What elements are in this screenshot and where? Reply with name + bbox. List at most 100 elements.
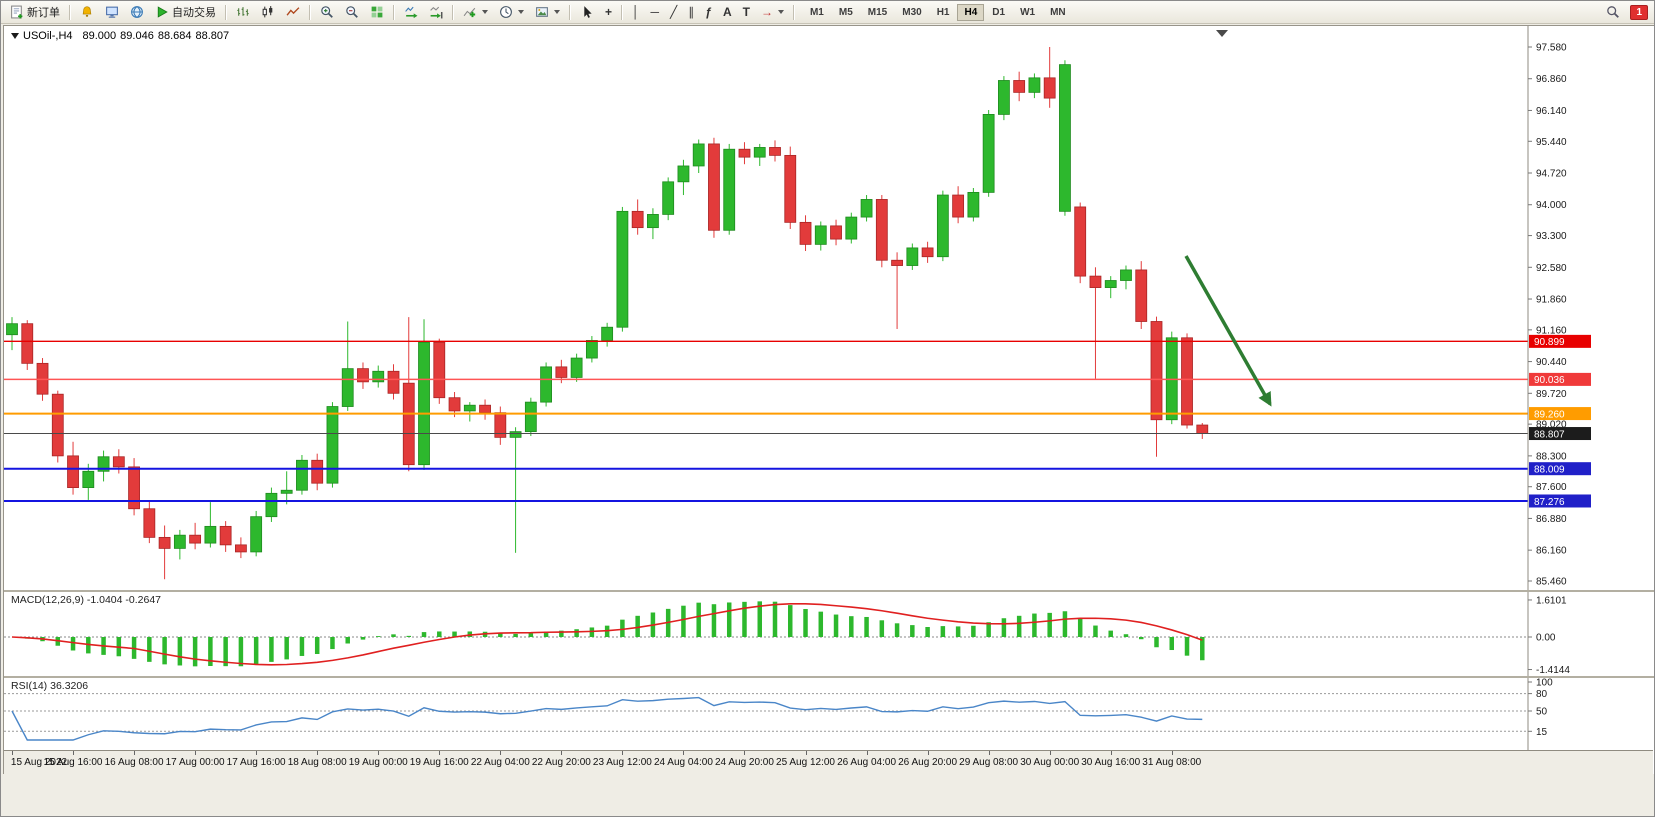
chart-shift-button[interactable] xyxy=(424,3,448,21)
candle-body xyxy=(173,534,186,549)
candle-body xyxy=(158,536,171,549)
notification-badge[interactable]: 1 xyxy=(1630,4,1648,20)
search-button[interactable] xyxy=(1601,3,1625,21)
candle-body xyxy=(662,181,675,215)
candle-body xyxy=(631,210,644,229)
timeframe-button-m1[interactable]: M1 xyxy=(803,4,831,21)
candle-body xyxy=(357,368,369,383)
candle-body xyxy=(845,216,858,240)
time-axis-tick xyxy=(500,751,502,755)
candle-body xyxy=(1135,269,1148,322)
price-chart-panel[interactable]: 97.580 96.860 96.140 95.440 94.720 94.000 93.3… xyxy=(4,26,1653,590)
time-axis-tick xyxy=(1049,751,1051,755)
crosshair-button[interactable]: + xyxy=(600,3,617,21)
trendline-icon: ╱ xyxy=(670,5,678,19)
indicators-button[interactable] xyxy=(458,3,493,21)
new-order-icon xyxy=(11,5,23,19)
timeframe-button-h1[interactable]: H1 xyxy=(930,4,957,21)
status-bar-area xyxy=(1,774,1654,816)
autotrading-button[interactable]: 自动交易 xyxy=(150,3,221,21)
zoom-out-button[interactable] xyxy=(340,3,364,21)
candle-body xyxy=(601,326,614,341)
time-axis-tick xyxy=(439,751,441,755)
templates-button[interactable] xyxy=(530,3,565,21)
line-chart-button[interactable] xyxy=(281,3,305,21)
chart-shift-marker xyxy=(1216,30,1228,37)
time-axis-label: 15 Aug 2022 xyxy=(10,757,68,768)
timeframe-button-d1[interactable]: D1 xyxy=(985,4,1012,21)
price-axis-label: 93.300 xyxy=(1536,231,1567,242)
candle-body xyxy=(372,370,385,383)
candle-body xyxy=(311,459,324,484)
equidistant-channel-button[interactable]: ∥ xyxy=(683,3,699,21)
price-axis-label: 97.580 xyxy=(1536,43,1567,54)
zoom-in-button[interactable] xyxy=(315,3,339,21)
price-tag xyxy=(1529,427,1591,441)
time-axis-tick xyxy=(73,751,75,755)
timeframe-button-h4[interactable]: H4 xyxy=(957,3,985,21)
price-axis-label: 96.140 xyxy=(1536,106,1567,117)
toolbar-separator xyxy=(69,4,71,20)
candle-body xyxy=(204,525,217,544)
price-tag-label: 89.260 xyxy=(1534,409,1565,420)
panel-divider[interactable] xyxy=(4,590,1654,592)
time-axis-tick xyxy=(317,751,319,755)
price-axis-label: 89.020 xyxy=(1536,420,1567,431)
text-button[interactable]: A xyxy=(718,3,737,21)
time-axis-tick xyxy=(378,751,380,755)
time-axis[interactable]: 15 Aug 2022 15 Aug 16:00 16 Aug 08:00 17 Au… xyxy=(4,750,1653,774)
timeframe-button-m15[interactable]: M15 xyxy=(861,4,894,21)
text-icon: A xyxy=(722,5,732,19)
auto-scroll-button[interactable] xyxy=(399,3,423,21)
bell-icon xyxy=(82,6,92,17)
new-order-button[interactable]: 新订单 xyxy=(5,3,65,21)
timeframe-button-w1[interactable]: W1 xyxy=(1013,4,1042,21)
candle-body xyxy=(418,341,430,466)
time-axis-label: 31 Aug 08:00 xyxy=(1142,757,1202,768)
timeframe-button-mn[interactable]: MN xyxy=(1043,4,1073,21)
time-axis-label: 22 Aug 20:00 xyxy=(531,757,591,768)
profiles-button[interactable] xyxy=(100,3,124,21)
price-axis-label: 85.460 xyxy=(1536,577,1567,588)
candlestick-chart-button[interactable] xyxy=(256,3,280,21)
fibonacci-button[interactable]: ƒ xyxy=(700,3,717,21)
candle-body xyxy=(21,323,34,364)
horizontal-line-button[interactable]: ─ xyxy=(646,3,665,21)
toolbar-separator xyxy=(569,4,571,20)
vertical-line-button[interactable]: │ xyxy=(627,3,645,21)
chart-header: USOil-,H4 89.000 89.046 88.684 88.807 xyxy=(11,30,229,42)
timeframe-button-m5[interactable]: M5 xyxy=(832,4,860,21)
periods-button[interactable] xyxy=(494,3,529,21)
price-axis-label: 87.600 xyxy=(1536,482,1567,493)
panel-divider[interactable] xyxy=(4,676,1654,678)
community-button[interactable] xyxy=(125,3,149,21)
alerts-button[interactable] xyxy=(75,3,99,21)
candle-body xyxy=(1181,337,1193,426)
trendline-button[interactable]: ╱ xyxy=(665,3,682,21)
dropdown-caret-icon xyxy=(518,10,524,14)
candle-body xyxy=(250,516,263,553)
candle-body xyxy=(189,534,202,544)
candle-body xyxy=(799,221,812,245)
time-axis-label: 22 Aug 04:00 xyxy=(470,757,530,768)
bar-chart-button[interactable] xyxy=(231,3,255,21)
dropdown-caret-icon xyxy=(482,10,488,14)
macd-panel[interactable]: 1.6101 0.00 -1.4144 xyxy=(4,592,1653,676)
one-click-trading-icon[interactable] xyxy=(11,33,19,39)
candle-body xyxy=(1059,64,1071,212)
time-axis-tick xyxy=(256,751,258,755)
candle-body xyxy=(1089,275,1102,288)
arrow-tool-icon: → xyxy=(760,5,773,19)
timeframe-button-m30[interactable]: M30 xyxy=(895,4,928,21)
candle-body xyxy=(51,393,64,457)
tile-windows-button[interactable] xyxy=(365,3,389,21)
candle-body xyxy=(616,210,629,328)
arrows-button[interactable]: → xyxy=(756,3,789,21)
toolbar-separator xyxy=(225,4,227,20)
cursor-button[interactable] xyxy=(575,3,599,21)
horizontal-line-icon: ─ xyxy=(650,5,660,19)
time-axis-label: 30 Aug 00:00 xyxy=(1020,757,1080,768)
candle-body xyxy=(891,259,903,266)
text-label-button[interactable]: T xyxy=(738,3,755,21)
